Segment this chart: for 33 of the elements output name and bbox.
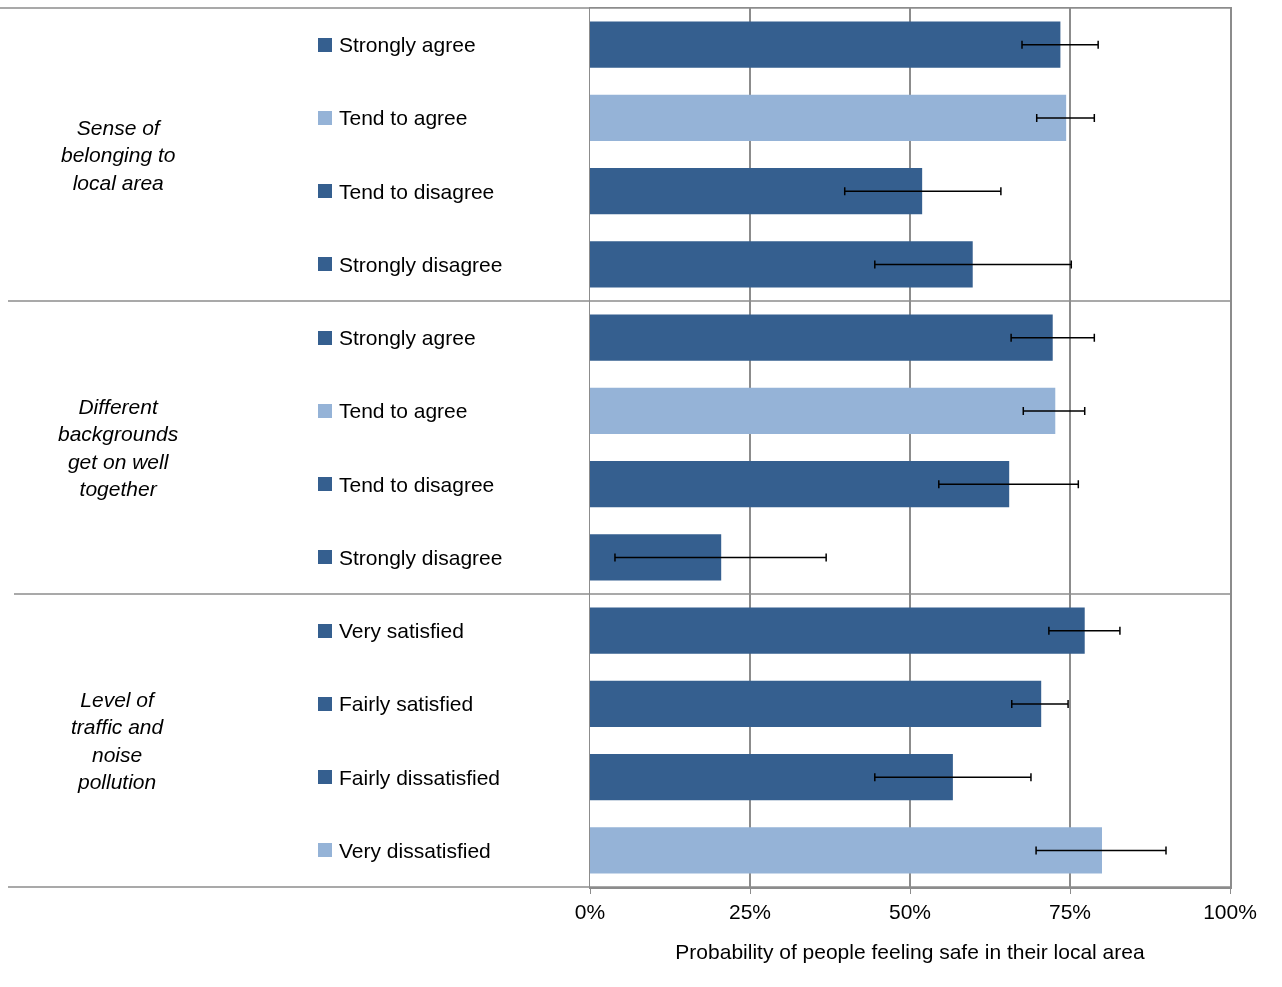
bar (590, 827, 1102, 874)
y-tick-label: Tend to disagree (339, 473, 495, 496)
text: Different backgrounds get on well together (58, 395, 179, 500)
bar (590, 21, 1061, 68)
y-tick-label: Strongly agree (339, 326, 476, 349)
y-tick-label: Tend to disagree (339, 180, 495, 203)
x-tick-label: 100% (1203, 899, 1257, 923)
y-tick-label: Strongly disagree (339, 253, 503, 276)
bar (590, 94, 1067, 141)
text: Sense of belonging to local area (61, 116, 176, 194)
text: Level of traffic and noise pollution (71, 688, 165, 793)
x-axis-title: Probability of people feeling safe in their local area (675, 939, 1145, 963)
x-tick-label: 50% (888, 899, 932, 923)
x-tick-label: 25% (728, 899, 772, 923)
y-tick-label: Fairly dissatisfied (339, 766, 501, 789)
bar (590, 754, 953, 801)
bar (590, 241, 973, 288)
bar (590, 680, 1042, 727)
y-tick-label: Tend to agree (339, 399, 468, 422)
y-tick-label: Tend to agree (339, 106, 468, 129)
y-tick-label: Very satisfied (339, 619, 464, 642)
bar (590, 168, 923, 215)
y-tick-label: Fairly satisfied (339, 692, 474, 715)
bar (590, 314, 1053, 361)
y-tick-label: Very dissatisfied (339, 839, 491, 862)
bar (590, 534, 722, 581)
bar (590, 607, 1085, 654)
bar (590, 387, 1056, 434)
bar (590, 461, 1010, 508)
x-tick-label: 0% (574, 899, 606, 923)
y-tick-label: Strongly agree (339, 33, 476, 56)
x-tick-label: 75% (1048, 899, 1092, 923)
y-tick-label: Strongly disagree (339, 546, 503, 569)
